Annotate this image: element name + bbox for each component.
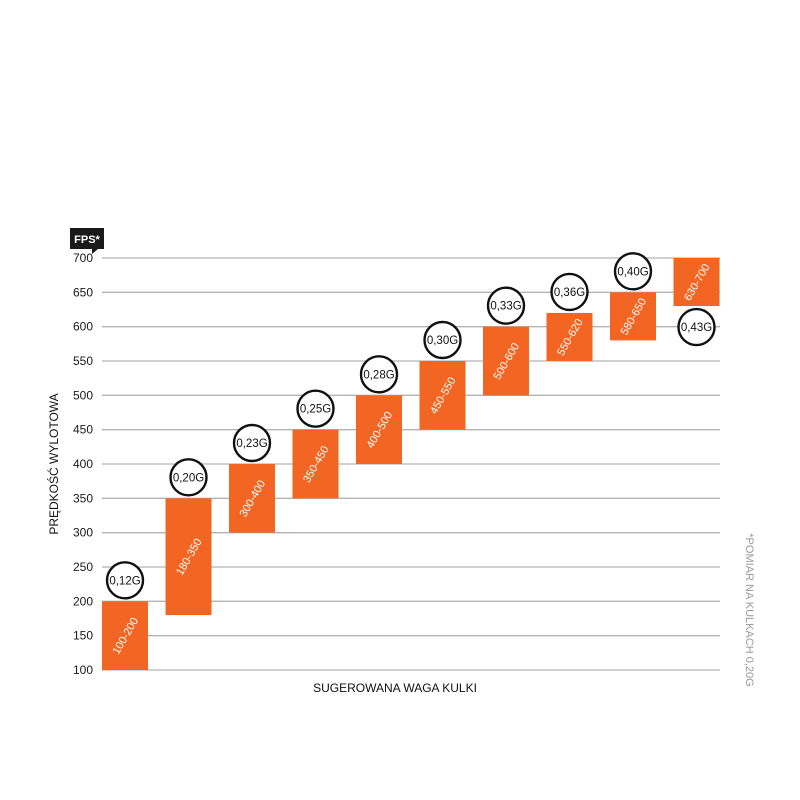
weight-badges: 0,12G 0,20G 0,23G 0,25G 0,28G 0,30G 0,33G 0,36G… [105,252,716,600]
y-tick-labels: 100 150 200 250 300 350 400 450 500 550 600 650 700 [73,251,93,677]
range-bar [419,361,466,430]
weight-label: 0,40G [617,266,648,278]
weight-label: 0,20G [173,472,204,484]
y-tick-label: 100 [73,663,93,677]
range-bar [483,326,529,396]
y-tick-label: 550 [73,354,93,368]
weight-badge-circle [232,423,272,463]
weight-badge-circle [677,307,716,347]
weight-label: 0,43G [681,322,712,334]
weight-label: 0,30G [427,335,458,347]
weight-badge-circle [105,561,145,600]
y-tick-label: 450 [73,423,93,437]
y-tick-label: 300 [73,526,93,540]
range-bar [165,498,212,616]
y-tick-label: 400 [73,457,93,471]
fps-unit-badge: FPS* [70,228,104,254]
range-bar [673,258,720,307]
range-bar [610,292,656,341]
weight-label: 0,25G [300,404,331,416]
y-axis-title: PRĘDKOŚĆ WYLOTOWA [46,393,61,534]
fps-badge-text: FPS* [74,234,100,246]
weight-badge-circle [296,389,335,428]
y-tick-label: 350 [73,491,93,505]
y-tick-label: 600 [73,320,93,334]
x-axis-title: SUGEROWANA WAGA KULKI [313,681,477,695]
weight-label: 0,36G [554,287,585,299]
y-tick-label: 200 [73,594,93,608]
fps-badge-shape [70,228,104,254]
range-bar [356,395,402,464]
range-bar [546,312,593,361]
weight-badge-circle [423,320,462,360]
y-tick-label: 500 [73,388,93,402]
weight-label: 0,33G [490,301,521,313]
y-tick-label: 700 [73,251,93,265]
y-tick-label: 650 [73,285,93,299]
weight-label: 0,28G [363,369,394,381]
range-bar [292,429,339,499]
range-bar [229,464,275,533]
y-tick-label: 250 [73,560,93,574]
measurement-note: *POMIAR NA KULKACH 0,20G [743,533,755,686]
weight-badge-circle [486,286,526,325]
weight-label: 0,12G [109,575,140,587]
weight-badge-circle [613,252,653,291]
range-bars: 100-200180-350300-400350-450400-500450-5… [102,258,720,670]
weight-badge-circle [169,458,208,497]
weight-badge-circle [359,355,399,394]
y-tick-label: 150 [73,629,93,643]
weight-label: 0,23G [236,438,267,450]
weight-badge-circle [550,272,589,312]
range-bar [102,601,148,670]
